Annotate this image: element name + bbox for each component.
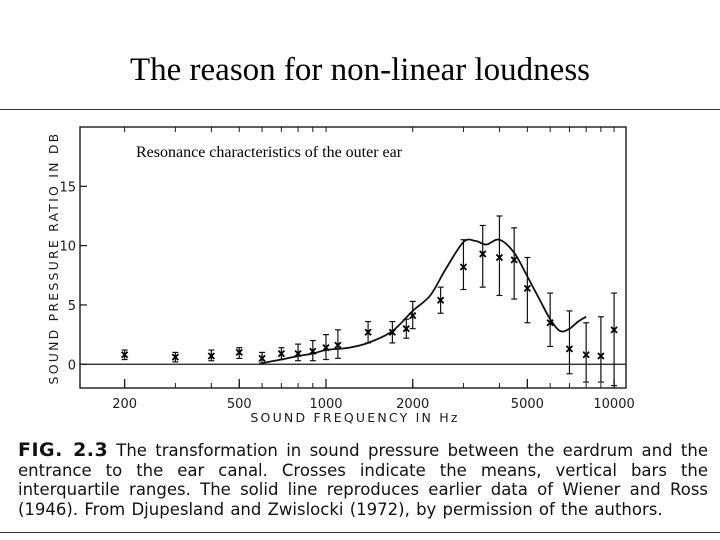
mean-cross: [436, 296, 445, 304]
interquartile-bars: [121, 215, 618, 387]
y-tick-label: 5: [68, 299, 76, 314]
mean-cross: [402, 325, 410, 333]
mean-cross: [334, 341, 342, 349]
mean-cross: [277, 349, 286, 358]
mean-cross: [546, 319, 554, 327]
mean-cross: [207, 352, 215, 360]
y-axis-label: SOUND PRESSURE RATIO IN DB: [46, 132, 61, 385]
mean-cross: [235, 348, 243, 357]
mean-cross: [322, 344, 330, 352]
reference-curve: [261, 238, 587, 364]
mean-cross: [409, 311, 417, 320]
chart-title: Resonance characteristics of the outer e…: [136, 144, 403, 161]
mean-cross: [479, 250, 487, 258]
caption-text: The transformation in sound pressure bet…: [18, 441, 709, 519]
mean-cross: [610, 326, 618, 334]
y-tick-label: 15: [59, 180, 76, 195]
mean-cross: [258, 354, 266, 362]
mean-cross: [495, 253, 504, 262]
y-tick-label: 0: [68, 358, 76, 373]
mean-cross: [294, 349, 302, 358]
mean-cross: [565, 345, 574, 353]
mean-cross: [364, 328, 372, 336]
mean-cross: [597, 352, 605, 360]
y-tick-label: 10: [59, 240, 76, 255]
figure-label: FIG. 2.3: [18, 439, 109, 461]
bottom-divider: [0, 532, 720, 533]
x-tick-label: 10000: [593, 397, 634, 412]
mean-cross: [459, 263, 468, 271]
title-divider: [0, 109, 720, 110]
mean-cross: [120, 351, 129, 359]
plot-border: [79, 126, 627, 389]
mean-cross: [309, 347, 317, 355]
mean-cross: [171, 353, 179, 361]
reference-curve-group: [261, 238, 587, 364]
x-axis-label: SOUND FREQUENCY IN Hz: [250, 410, 459, 425]
mean-crosses: [120, 250, 618, 362]
x-tick-label: 5000: [511, 397, 544, 412]
axis-ticks: [80, 127, 615, 388]
x-tick-labels: 200 500 1000 2000 5000 10000: [112, 397, 635, 412]
plot-frame: [79, 126, 627, 389]
x-tick-label: 2000: [396, 397, 429, 412]
x-tick-label: 200: [112, 397, 137, 412]
mean-cross: [523, 284, 531, 292]
x-tick-label: 1000: [309, 397, 342, 412]
y-tick-labels: 0 5 10 15: [59, 180, 76, 373]
figure-caption: FIG. 2.3 The transformation in sound pres…: [18, 439, 709, 519]
mean-cross: [388, 328, 397, 336]
x-tick-label: 500: [227, 397, 252, 412]
slide-title: The reason for non-linear loudness: [129, 52, 591, 88]
outer-ear-resonance-chart: 0 5 10 15 200 500 1000 2000 5000 10000 SOUND PRE…: [46, 126, 635, 425]
mean-cross: [582, 351, 590, 359]
mean-cross: [510, 256, 518, 264]
